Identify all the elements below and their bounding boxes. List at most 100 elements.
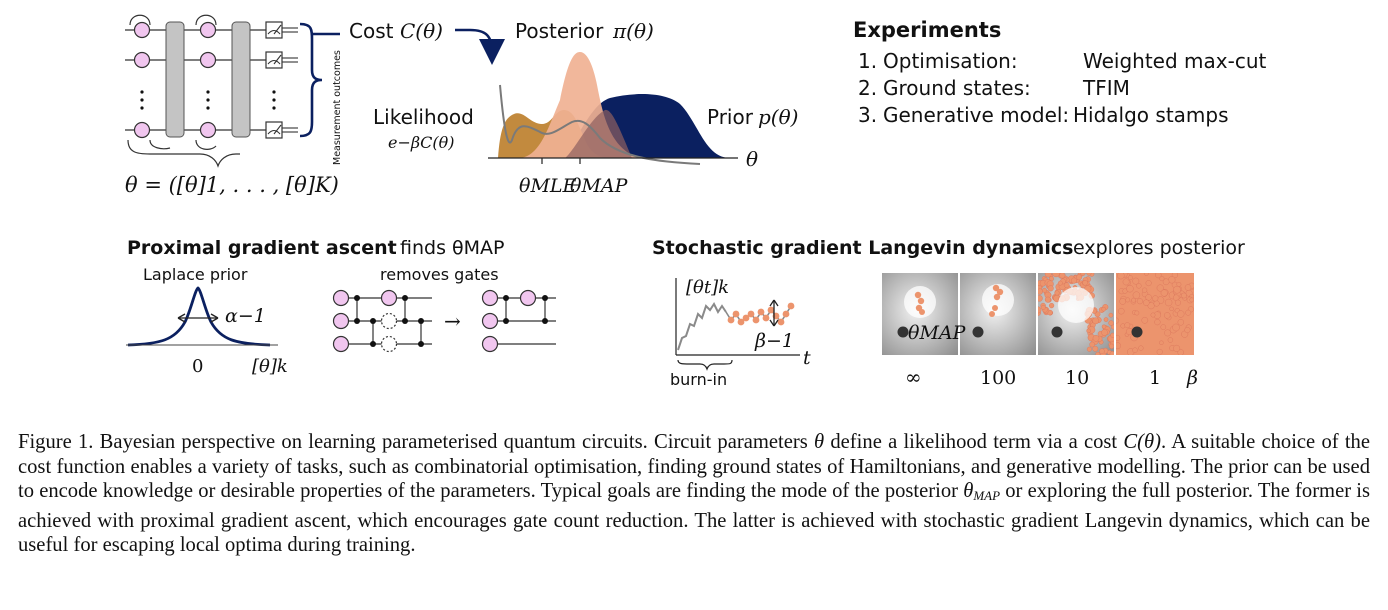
posterior-sample bbox=[1156, 284, 1164, 292]
posterior-sample bbox=[1164, 329, 1172, 337]
burnin-label: burn-in bbox=[670, 370, 727, 389]
posterior-sample bbox=[1172, 323, 1180, 332]
likelihood-word: Likelihood bbox=[373, 105, 474, 129]
posterior-sample bbox=[1145, 280, 1152, 287]
posterior-sample bbox=[1152, 295, 1159, 302]
cost-curve bbox=[499, 84, 701, 165]
langevin-heading-bold: Stochastic gradient Langevin dynamics bbox=[652, 237, 1073, 259]
measurement-outcomes-label: Measurement outcomes bbox=[332, 50, 343, 165]
posterior-sample bbox=[1163, 312, 1171, 319]
posterior-sample bbox=[1128, 275, 1133, 281]
posterior-sample bbox=[1063, 282, 1070, 289]
prior-word: Prior bbox=[707, 105, 754, 129]
cost-math: C(θ) bbox=[400, 19, 443, 43]
cost-word: Cost bbox=[349, 19, 394, 43]
posterior-sample bbox=[1042, 287, 1047, 293]
posterior-sample bbox=[1136, 283, 1142, 289]
proximal-heading-bold: Proximal gradient ascent bbox=[127, 237, 397, 259]
figure-1: Measurement outcomes θ = ([θ]1, . . . , … bbox=[125, 14, 1266, 389]
posterior-sample bbox=[1116, 317, 1120, 324]
posterior-sample bbox=[1118, 308, 1125, 315]
exp-1-target: Weighted max-cut bbox=[1083, 49, 1266, 73]
posterior-sample bbox=[1044, 273, 1052, 278]
posterior-label: Posterior π(θ) bbox=[515, 19, 654, 43]
posterior-sample bbox=[1057, 280, 1063, 286]
caption-cost: C(θ) bbox=[1123, 431, 1161, 453]
posterior-sample bbox=[1126, 285, 1134, 293]
posterior-sample bbox=[1110, 324, 1114, 330]
exp-3-task: Generative model: bbox=[883, 103, 1069, 127]
exp-2-task: Ground states: bbox=[883, 76, 1031, 100]
posterior-sample bbox=[1089, 341, 1095, 348]
posterior-sample bbox=[1145, 294, 1152, 301]
posterior-sample bbox=[1153, 300, 1160, 307]
posterior-sample bbox=[1150, 312, 1156, 318]
beta-value-10: 10 bbox=[1065, 367, 1089, 389]
posterior-sample bbox=[1177, 319, 1185, 326]
posterior-sample bbox=[1168, 276, 1176, 284]
posterior-sample bbox=[1160, 324, 1167, 330]
posterior-sample bbox=[1184, 284, 1192, 291]
measurement-gates bbox=[265, 21, 283, 139]
posterior-sample bbox=[1119, 298, 1126, 305]
figure-caption: Figure 1. Bayesian perspective on learni… bbox=[18, 430, 1370, 558]
posterior-sample bbox=[1159, 276, 1165, 282]
caption-part-1: define a likelihood term via a cost bbox=[830, 431, 1118, 453]
entangling-gates bbox=[165, 21, 251, 138]
ellipsis-dots bbox=[140, 90, 276, 110]
posterior-sample bbox=[1162, 278, 1170, 286]
beta-inverse-label: β−1 bbox=[754, 330, 794, 352]
exp-1-num: 1. bbox=[858, 49, 877, 73]
posterior-sample bbox=[1054, 290, 1060, 296]
circuit-after bbox=[481, 289, 556, 353]
experiments-heading: Experiments bbox=[853, 18, 1001, 42]
distribution-plot bbox=[488, 52, 738, 165]
posterior-sample bbox=[1048, 303, 1055, 309]
cost-label: Cost C(θ) bbox=[349, 19, 443, 43]
experiments-box: Experiments 1. Optimisation: Weighted ma… bbox=[853, 18, 1266, 127]
posterior-sample bbox=[1181, 292, 1187, 299]
exp-2-num: 2. bbox=[858, 76, 877, 100]
posterior-sample bbox=[1103, 317, 1109, 322]
exp-3-num: 3. bbox=[858, 103, 877, 127]
trace-label: [θt]k bbox=[686, 277, 729, 298]
posterior-sample bbox=[1108, 320, 1114, 326]
posterior-sample bbox=[1080, 273, 1086, 276]
beta-value-1: 1 bbox=[1149, 367, 1161, 389]
theta-axis-label: θ bbox=[746, 147, 758, 171]
posterior-sample bbox=[1109, 343, 1114, 349]
posterior-sample bbox=[1132, 291, 1141, 299]
posterior-sample bbox=[1086, 346, 1092, 352]
posterior-sample bbox=[1122, 278, 1130, 286]
posterior-sample bbox=[1044, 296, 1051, 303]
circuit-before bbox=[332, 289, 432, 353]
exp-2-target: TFIM bbox=[1082, 76, 1130, 100]
posterior-sample bbox=[1108, 312, 1114, 318]
caption-part-3: or exploring the full posterior. The for… bbox=[18, 480, 1370, 556]
posterior-sample bbox=[1116, 334, 1121, 341]
time-label: t bbox=[803, 347, 811, 369]
posterior-sample bbox=[1177, 349, 1184, 355]
laplace-curve bbox=[127, 286, 271, 347]
posterior-sample bbox=[1143, 299, 1150, 306]
posterior-sample bbox=[1156, 348, 1163, 355]
layer-brackets bbox=[129, 14, 217, 26]
overlap-region bbox=[565, 109, 632, 158]
rotation-gates bbox=[133, 21, 217, 139]
posterior-sample bbox=[1138, 345, 1144, 351]
posterior-sample bbox=[1047, 285, 1054, 292]
posterior-sample bbox=[1101, 324, 1107, 329]
posterior-word: Posterior bbox=[515, 19, 604, 43]
posterior-sample bbox=[1147, 302, 1155, 310]
posterior-sample bbox=[1092, 345, 1099, 352]
posterior-sample bbox=[1092, 317, 1100, 325]
posterior-sample bbox=[1082, 280, 1088, 286]
posterior-panel-inf bbox=[882, 273, 958, 355]
caption-lead: Figure 1. Bayesian perspective on learni… bbox=[18, 431, 808, 453]
exp-3-target: Hidalgo stamps bbox=[1073, 103, 1229, 127]
prune-arrow: → bbox=[444, 309, 461, 333]
posterior-sample bbox=[1086, 328, 1091, 333]
posterior-sample bbox=[1132, 347, 1138, 353]
posterior-sample bbox=[1141, 316, 1149, 324]
posterior-sample bbox=[1110, 332, 1114, 338]
